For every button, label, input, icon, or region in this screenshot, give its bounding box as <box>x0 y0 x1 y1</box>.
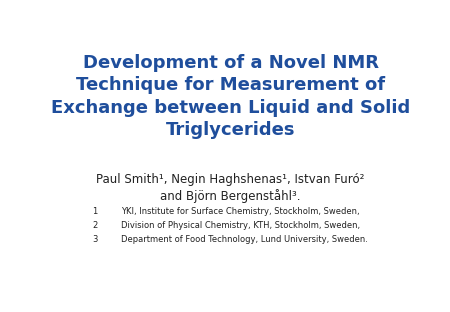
Text: Division of Physical Chemistry, KTH, Stockholm, Sweden,: Division of Physical Chemistry, KTH, Sto… <box>121 221 360 230</box>
Text: Department of Food Technology, Lund University, Sweden.: Department of Food Technology, Lund Univ… <box>121 235 368 244</box>
Text: Paul Smith¹, Negin Haghshenas¹, Istvan Furó²: Paul Smith¹, Negin Haghshenas¹, Istvan F… <box>96 173 365 186</box>
Text: YKI, Institute for Surface Chemistry, Stockholm, Sweden,: YKI, Institute for Surface Chemistry, St… <box>121 207 360 216</box>
Text: and Björn Bergenståhl³.: and Björn Bergenståhl³. <box>160 189 301 203</box>
Text: 3: 3 <box>92 235 97 244</box>
Text: 2: 2 <box>92 221 97 230</box>
Text: 1: 1 <box>92 207 97 216</box>
Text: Development of a Novel NMR
Technique for Measurement of
Exchange between Liquid : Development of a Novel NMR Technique for… <box>51 54 410 139</box>
